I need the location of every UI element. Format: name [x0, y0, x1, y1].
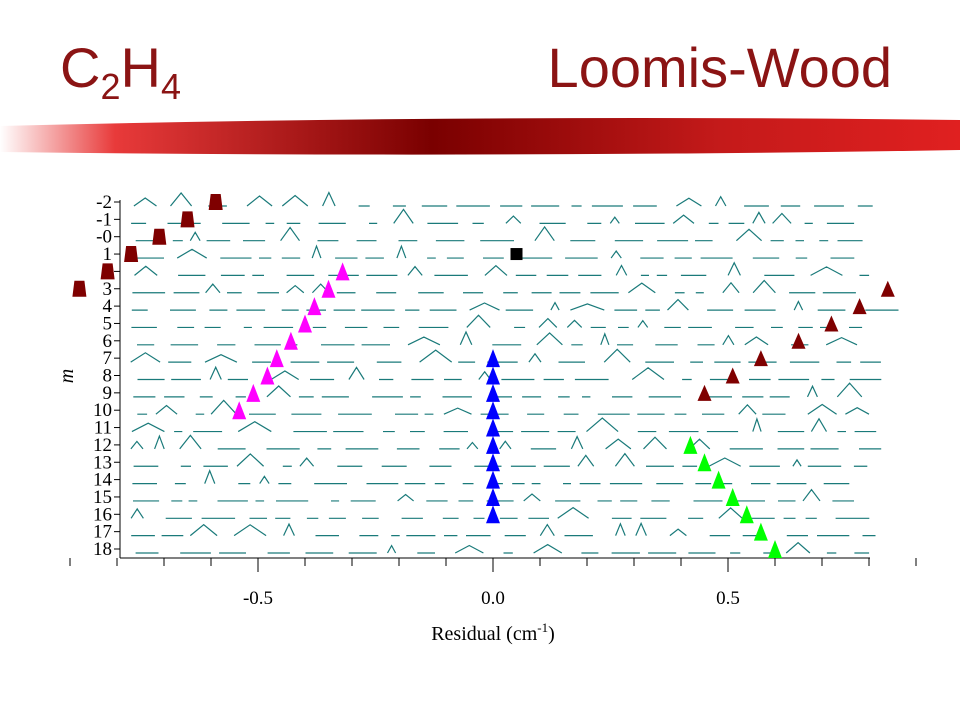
y-tick-label: 3: [103, 279, 113, 300]
spectrum-trace-row: [132, 244, 855, 259]
data-point-triangle: [486, 435, 500, 454]
data-point-triangle: [283, 331, 298, 350]
chart-markers: [72, 194, 895, 558]
data-point-triangle: [697, 453, 712, 472]
data-point-triangle: [725, 487, 740, 506]
data-point-triangle: [768, 540, 782, 558]
spectrum-trace-row: [132, 468, 850, 485]
formula-h: H: [120, 36, 161, 99]
spectrum-trace-row: [131, 521, 876, 537]
spectrum-trace-row: [131, 416, 877, 433]
data-point-trapezoid: [208, 194, 223, 210]
title-banner: [0, 118, 960, 155]
data-point-triangle: [486, 366, 500, 385]
spectrum-trace-row: [130, 506, 870, 519]
y-tick-label: 1: [103, 244, 113, 265]
spectrum-trace-row: [137, 330, 858, 346]
y-tick-label: 11: [94, 418, 112, 439]
spectrum-traces: [130, 191, 899, 554]
spectrum-trace-row: [133, 382, 863, 398]
formula-sub-4: 4: [160, 66, 181, 107]
spectrum-trace-row: [137, 365, 882, 381]
x-tick-label: 0.5: [716, 588, 740, 609]
y-axis-title: m: [56, 369, 78, 383]
data-point-triangle: [486, 401, 500, 420]
data-point-triangle: [298, 314, 312, 333]
data-point-triangle: [260, 366, 275, 385]
data-point-triangle: [307, 297, 322, 316]
data-point-triangle: [753, 350, 768, 367]
formula-c: C: [60, 36, 101, 99]
spectrum-trace-row: [134, 261, 870, 276]
data-point-triangle: [486, 418, 500, 437]
x-axis-title: Residual (cm-1): [431, 620, 555, 645]
y-tick-label: 7: [103, 348, 113, 369]
spectrum-trace-row: [133, 452, 868, 467]
spectrum-trace-row: [133, 191, 873, 207]
data-point-triangle: [486, 470, 500, 489]
y-tick-label: 14: [93, 470, 113, 491]
y-tick-label: 16: [93, 504, 112, 525]
spectrum-trace-row: [131, 298, 899, 311]
formula-sub-2: 2: [100, 66, 121, 107]
x-tick-label: -0.5: [243, 588, 273, 609]
data-point-triangle: [232, 401, 247, 420]
y-tick-label: 9: [103, 383, 113, 404]
y-tick-label: 6: [103, 331, 113, 352]
data-point-triangle: [335, 262, 350, 281]
y-tick-label: 18: [93, 539, 112, 560]
spectrum-trace-row: [135, 541, 870, 554]
y-tick-label: 4: [103, 296, 113, 317]
spectrum-trace-row: [131, 314, 863, 329]
y-tick-label: 5: [103, 313, 113, 334]
data-point-triangle: [321, 279, 336, 298]
y-tick-label: 17: [93, 522, 112, 543]
data-point-triangle: [880, 280, 895, 297]
spectrum-trace-row: [130, 348, 881, 363]
data-point-triangle: [246, 383, 261, 402]
data-point-square: [510, 248, 523, 261]
data-point-triangle: [269, 349, 284, 368]
data-point-triangle: [711, 470, 726, 489]
data-point-triangle: [486, 349, 500, 368]
y-tick-label: 15: [93, 487, 112, 508]
slide-title-loomis-wood: Loomis-Wood: [547, 36, 892, 99]
data-point-triangle: [683, 435, 698, 454]
chart-axes: [69, 200, 917, 572]
y-tick-label: 8: [103, 366, 113, 387]
y-tick-label: -0: [96, 227, 112, 248]
data-point-triangle: [486, 505, 500, 524]
y-tick-label: -1: [96, 209, 112, 230]
data-point-triangle: [725, 367, 740, 384]
data-point-triangle: [852, 298, 867, 315]
spectrum-trace-row: [135, 225, 863, 242]
spectrum-trace-row: [133, 488, 854, 502]
spectrum-trace-row: [130, 434, 882, 450]
data-point-triangle: [486, 487, 500, 506]
spectrum-trace-row: [137, 399, 870, 415]
data-point-trapezoid: [152, 228, 167, 245]
spectrum-trace-row: [132, 279, 856, 294]
data-point-trapezoid: [72, 280, 87, 297]
data-point-triangle: [486, 453, 500, 472]
y-tick-labels: -2-1-0123456789101112131415161718: [93, 192, 113, 560]
data-point-triangle: [824, 315, 839, 332]
data-point-triangle: [739, 505, 754, 524]
data-point-triangle: [791, 332, 806, 349]
data-point-trapezoid: [124, 246, 139, 263]
x-tick-labels: -0.5 0.0 0.5: [243, 588, 740, 609]
x-tick-label: 0.0: [481, 588, 505, 609]
data-point-trapezoid: [180, 211, 195, 228]
y-tick-label: 13: [93, 452, 112, 473]
y-tick-label: -2: [96, 192, 112, 213]
data-point-triangle: [697, 384, 712, 401]
slide-title-formula: C2H4: [60, 40, 181, 105]
data-point-trapezoid: [100, 263, 115, 280]
data-point-triangle: [486, 383, 500, 402]
spectrum-trace-row: [131, 208, 855, 224]
y-tick-label: 12: [93, 435, 112, 456]
y-tick-label: 10: [93, 400, 112, 421]
data-point-triangle: [753, 522, 768, 541]
